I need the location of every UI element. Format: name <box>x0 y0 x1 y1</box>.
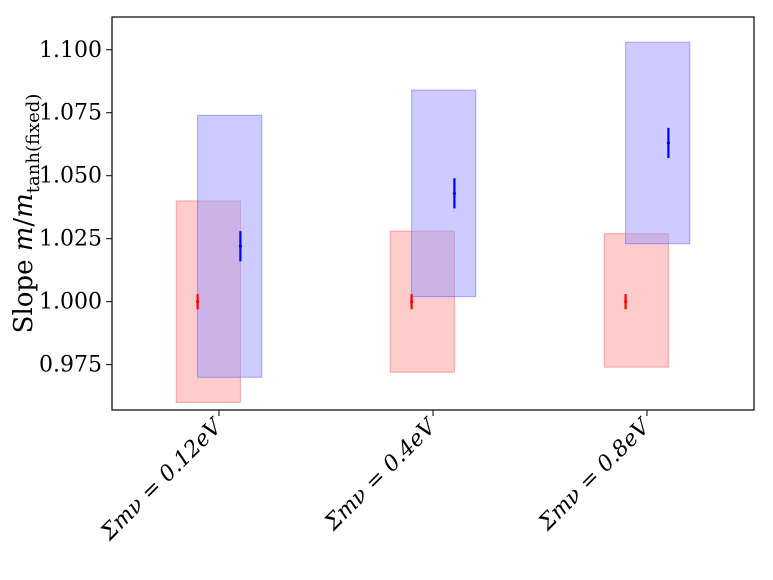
y-axis-label-m2: m <box>9 193 39 218</box>
y-axis-label-subscript: tanh(fixed) <box>23 94 44 194</box>
y-axis-label: Slope m/mtanh(fixed) <box>9 94 44 334</box>
box-blue-2 <box>625 41 691 245</box>
point-red-1 <box>410 300 414 304</box>
point-blue-2 <box>666 141 671 145</box>
ytick-label: 1.025 <box>39 227 102 252</box>
point-red-0 <box>196 300 200 304</box>
ytick-label: 1.100 <box>39 38 102 63</box>
y-axis-label-m: m <box>9 227 39 252</box>
point-red-2 <box>624 300 628 304</box>
y-axis-label-main: Slope <box>9 251 39 333</box>
ytick-label: 1.075 <box>39 101 102 126</box>
y-axis: 0.975 1.000 1.025 1.050 1.075 1.100 <box>39 38 112 378</box>
y-axis-label-slash: / <box>9 218 39 227</box>
box-blue-1 <box>411 89 477 298</box>
point-blue-0 <box>238 244 242 248</box>
ytick-label: 0.975 <box>39 353 102 378</box>
xtick-label: Σmν = 0.12eV <box>96 413 229 546</box>
error-bars <box>196 127 671 310</box>
xtick-label: Σmν = 0.4eV <box>320 413 443 536</box>
uncertainty-boxes <box>175 41 691 403</box>
box-blue-0 <box>197 114 263 378</box>
ytick-label: 1.050 <box>39 164 102 189</box>
point-blue-1 <box>452 191 456 195</box>
xtick-label: Σmν = 0.8eV <box>534 413 657 536</box>
ytick-label: 1.000 <box>39 290 102 315</box>
box-red-2 <box>603 233 669 368</box>
x-axis: Σmν = 0.12eV Σmν = 0.4eV Σmν = 0.8eV <box>96 410 657 546</box>
